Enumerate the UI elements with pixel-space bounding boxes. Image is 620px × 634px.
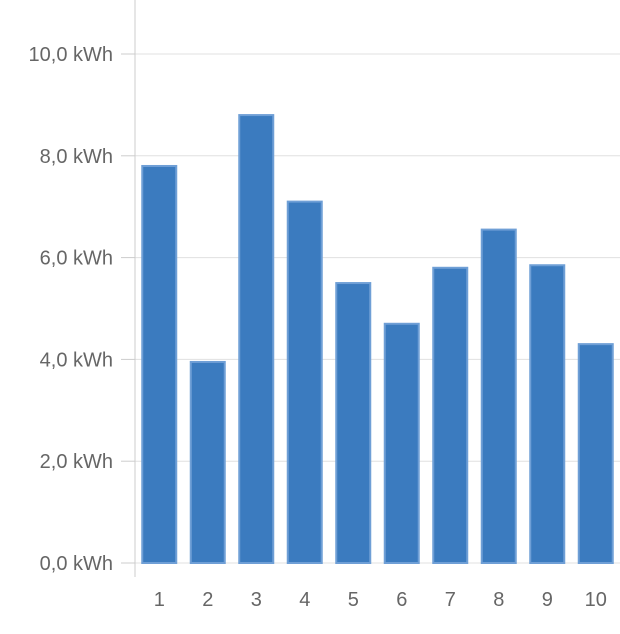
bar-7[interactable]	[432, 266, 469, 564]
x-tick-label: 2	[202, 589, 213, 611]
bar-8[interactable]	[480, 228, 517, 564]
x-tick-label: 1	[154, 589, 165, 611]
bar-5[interactable]	[335, 282, 372, 564]
x-tick-label: 9	[542, 589, 553, 611]
bar-10[interactable]	[577, 343, 614, 564]
y-tick-label: 8,0 kWh	[40, 146, 113, 168]
y-tick-label: 2,0 kWh	[40, 451, 113, 473]
y-tick-label: 0,0 kWh	[40, 553, 113, 575]
y-tick-label: 6,0 kWh	[40, 248, 113, 270]
x-tick-labels: 1 2 3 4 5 6 7 8 9 10	[154, 589, 607, 611]
y-tick-label: 4,0 kWh	[40, 349, 113, 371]
x-tick-label: 7	[445, 589, 456, 611]
x-tick-label: 4	[299, 589, 310, 611]
bar-6[interactable]	[383, 322, 420, 564]
bar-2[interactable]	[189, 360, 226, 564]
bar-9[interactable]	[529, 264, 566, 564]
x-tick-label: 10	[585, 589, 607, 611]
bar-3[interactable]	[238, 114, 275, 565]
y-tick-labels: 0,0 kWh 2,0 kWh 4,0 kWh 6,0 kWh 8,0 kWh 10,0 …	[29, 44, 113, 575]
bar-1[interactable]	[141, 164, 178, 564]
x-tick-label: 3	[251, 589, 262, 611]
x-tick-label: 6	[396, 589, 407, 611]
bar-4[interactable]	[286, 200, 323, 565]
y-tick-label: 10,0 kWh	[29, 44, 113, 66]
x-tick-label: 5	[348, 589, 359, 611]
x-tick-label: 8	[493, 589, 504, 611]
bars	[141, 114, 614, 565]
axes	[121, 0, 136, 577]
